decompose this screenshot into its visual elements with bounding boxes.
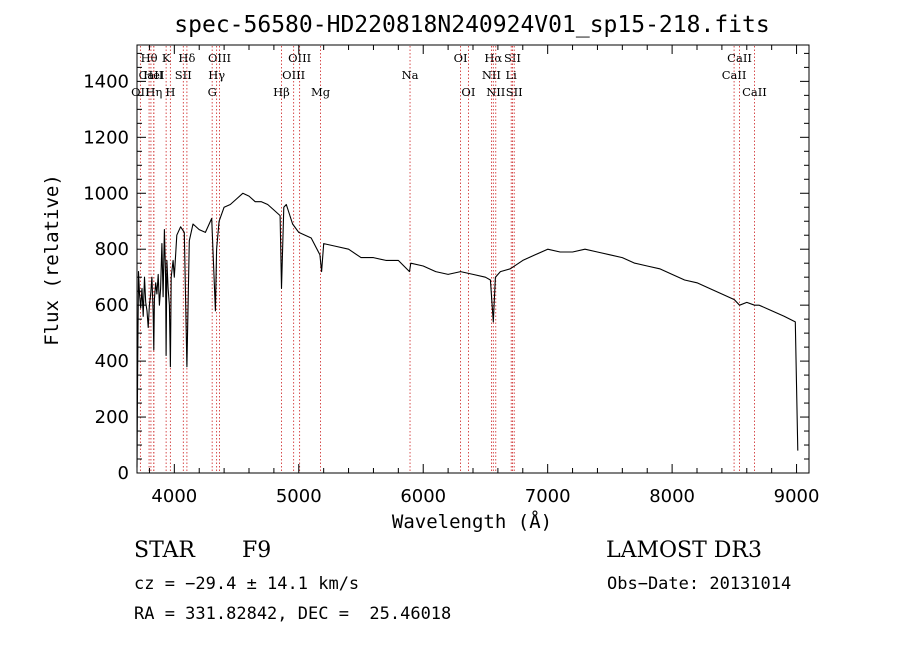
axis-ticks: 4000 5000 6000 7000 8000 9000 0 200 400 600 800 100… [83, 45, 819, 507]
y-tick-label: 800 [95, 239, 129, 260]
line-marker-label: CaII [722, 68, 747, 82]
line-marker-label: Hη [145, 85, 162, 99]
line-marker-label: H [165, 85, 175, 99]
line-marker-label: CaII [727, 51, 752, 65]
series-layer [136, 192, 799, 468]
line-marker-label: CaII [139, 68, 164, 82]
line-marker-label: Na [402, 68, 419, 82]
x-tick-label: 9000 [774, 486, 820, 507]
spectrum-chart: spec-56580-HD220818N240924V01_sp15-218.f… [41, 12, 819, 533]
line-marker-label: CaII [742, 85, 767, 99]
x-tick-label: 8000 [649, 486, 695, 507]
x-tick-label: 5000 [276, 486, 322, 507]
line-marker-label: OIII [282, 68, 305, 82]
plot-frame [136, 44, 810, 474]
x-tick-label: 6000 [400, 486, 446, 507]
y-axis-label: Flux (relative) [41, 174, 63, 346]
line-marker-label: SII [506, 85, 523, 99]
line-marker-label: Hγ [208, 68, 225, 82]
y-tick-label: 0 [118, 463, 129, 484]
line-marker-label: Hβ [273, 85, 290, 99]
line-marker-label: OIII [208, 51, 231, 65]
spectrum-line-0 [136, 192, 799, 468]
x-axis-label: Wavelength (Å) [392, 510, 552, 533]
y-tick-label: 400 [95, 351, 129, 372]
x-tick-label: 7000 [525, 486, 571, 507]
y-tick-label: 1000 [83, 183, 129, 204]
line-marker-label: K [162, 51, 171, 65]
line-marker-label: G [208, 85, 217, 99]
object-class: STAR [134, 538, 195, 563]
sky-coordinates: RA = 331.82842, DEC = 25.46018 [134, 604, 452, 624]
line-marker-label: Hα [484, 51, 502, 65]
y-tick-label: 600 [95, 295, 129, 316]
object-subclass: F9 [242, 538, 272, 563]
redshift-readout: cz = −29.4 ± 14.1 km/s [134, 574, 360, 594]
y-tick-label: 200 [95, 407, 129, 428]
x-tick-label: 4000 [151, 486, 197, 507]
line-marker-label: Li [506, 68, 518, 82]
line-marker-label: SII [175, 68, 192, 82]
line-marker-label: Hθ [141, 51, 158, 65]
line-marker-label: OIII [288, 51, 311, 65]
line-marker-label: Mg [311, 85, 331, 99]
observation-date: Obs−Date: 20131014 [607, 574, 792, 594]
line-marker-label: Hδ [178, 51, 195, 65]
line-marker-label: NII [486, 85, 505, 99]
y-tick-label: 1200 [83, 127, 129, 148]
line-marker-label: OII [131, 85, 150, 99]
line-marker-label: SII [504, 51, 521, 65]
y-tick-label: 1400 [83, 71, 129, 92]
line-marker-label: NII [482, 68, 501, 82]
chart-title: spec-56580-HD220818N240924V01_sp15-218.f… [174, 12, 769, 38]
line-marker-label: OI [461, 85, 475, 99]
survey-name: LAMOST DR3 [606, 538, 762, 563]
line-marker-label: OI [454, 51, 468, 65]
